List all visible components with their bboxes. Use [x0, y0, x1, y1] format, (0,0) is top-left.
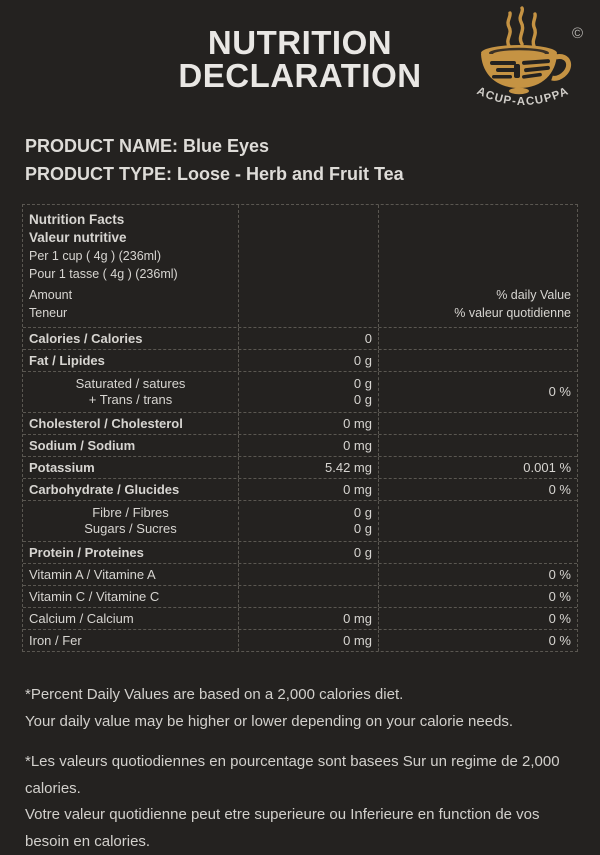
footnote-english: *Percent Daily Values are based on a 2,0…: [25, 682, 575, 735]
product-type-line: PRODUCT TYPE: Loose - Herb and Fruit Tea: [25, 160, 600, 188]
footnote-fr-line-3: Votre valeur quotidienne peut etre super…: [25, 802, 575, 829]
footnotes: *Percent Daily Values are based on a 2,0…: [25, 682, 575, 855]
footnote-fr-line-1: *Les valeurs quotiodiennes en pourcentag…: [25, 749, 575, 776]
nutrient-label: Fat / Lipides: [23, 350, 238, 371]
amount-value: 0: [238, 328, 378, 349]
nutrition-facts-table: Nutrition Facts Valeur nutritive Per 1 c…: [22, 204, 578, 652]
daily-value: 0 %: [378, 479, 577, 500]
table-header-right: % daily Value % valeur quotidienne: [378, 205, 577, 327]
amount-header-en: Amount: [29, 286, 232, 304]
daily-value: [378, 542, 577, 563]
nutrition-facts-title-fr: Valeur nutritive: [29, 229, 232, 247]
nutrient-label: Sodium / Sodium: [23, 435, 238, 456]
amount-header-fr: Teneur: [29, 304, 232, 322]
daily-value: [378, 413, 577, 434]
amount-value: 5.42 mg: [238, 457, 378, 478]
table-header: Nutrition Facts Valeur nutritive Per 1 c…: [23, 205, 577, 327]
nutrient-label: Calories / Calories: [23, 328, 238, 349]
footnote-fr-line-4: besoin en calories.: [25, 829, 575, 855]
amount-value: 0 mg: [238, 413, 378, 434]
nutrient-label: Saturated / satures+ Trans / trans: [23, 372, 238, 412]
daily-value: 0 %: [378, 586, 577, 607]
product-info: PRODUCT NAME: Blue Eyes PRODUCT TYPE: Lo…: [25, 132, 600, 188]
amount-value: 0 mg: [238, 435, 378, 456]
amount-value: [238, 564, 378, 585]
nutrient-label: Vitamin A / Vitamine A: [23, 564, 238, 585]
footnote-en-line-2: Your daily value may be higher or lower …: [25, 709, 575, 736]
daily-value: 0 %: [378, 608, 577, 629]
nutrient-label: Vitamin C / Vitamine C: [23, 586, 238, 607]
footnote-en-line-1: *Percent Daily Values are based on a 2,0…: [25, 682, 575, 709]
serving-size-fr: Pour 1 tasse ( 4g ) (236ml): [29, 265, 232, 283]
nutrient-label: Iron / Fer: [23, 630, 238, 651]
nutrient-row: Vitamin A / Vitamine A 0 %: [23, 563, 577, 585]
table-header-middle: [238, 205, 378, 327]
daily-value: 0 %: [378, 630, 577, 651]
nutrient-label: Cholesterol / Cholesterol: [23, 413, 238, 434]
nutrient-label: Calcium / Calcium: [23, 608, 238, 629]
nutrient-label: Protein / Proteines: [23, 542, 238, 563]
daily-value: [378, 350, 577, 371]
nutrient-label: Potassium: [23, 457, 238, 478]
daily-value: 0 %: [378, 564, 577, 585]
product-name-line: PRODUCT NAME: Blue Eyes: [25, 132, 600, 160]
daily-value: [378, 328, 577, 349]
footnote-french: *Les valeurs quotiodiennes en pourcentag…: [25, 749, 575, 855]
daily-value: [378, 501, 577, 541]
amount-value: 0 mg: [238, 630, 378, 651]
daily-value: 0 %: [378, 372, 577, 412]
nutrition-facts-title-en: Nutrition Facts: [29, 211, 232, 229]
amount-value: 0 mg: [238, 608, 378, 629]
daily-value: [378, 435, 577, 456]
daily-value: 0.001 %: [378, 457, 577, 478]
daily-value-header-fr: % valeur quotidienne: [454, 304, 571, 322]
daily-value-header-en: % daily Value: [496, 286, 571, 304]
amount-value: [238, 586, 378, 607]
serving-size-en: Per 1 cup ( 4g ) (236ml): [29, 247, 232, 265]
amount-value: 0 g: [238, 350, 378, 371]
copyright-icon: ©: [572, 25, 583, 42]
amount-value: 0 mg: [238, 479, 378, 500]
brand-logo: © ACUP-ACUPPA: [462, 6, 588, 116]
nutrient-row: Vitamin C / Vitamine C 0 %: [23, 585, 577, 607]
footnote-fr-line-2: calories.: [25, 776, 575, 803]
table-header-left: Nutrition Facts Valeur nutritive Per 1 c…: [23, 205, 238, 327]
nutrient-label: Carbohydrate / Glucides: [23, 479, 238, 500]
coffee-cup-icon: © ACUP-ACUPPA: [462, 6, 588, 116]
amount-value: 0 g: [238, 542, 378, 563]
